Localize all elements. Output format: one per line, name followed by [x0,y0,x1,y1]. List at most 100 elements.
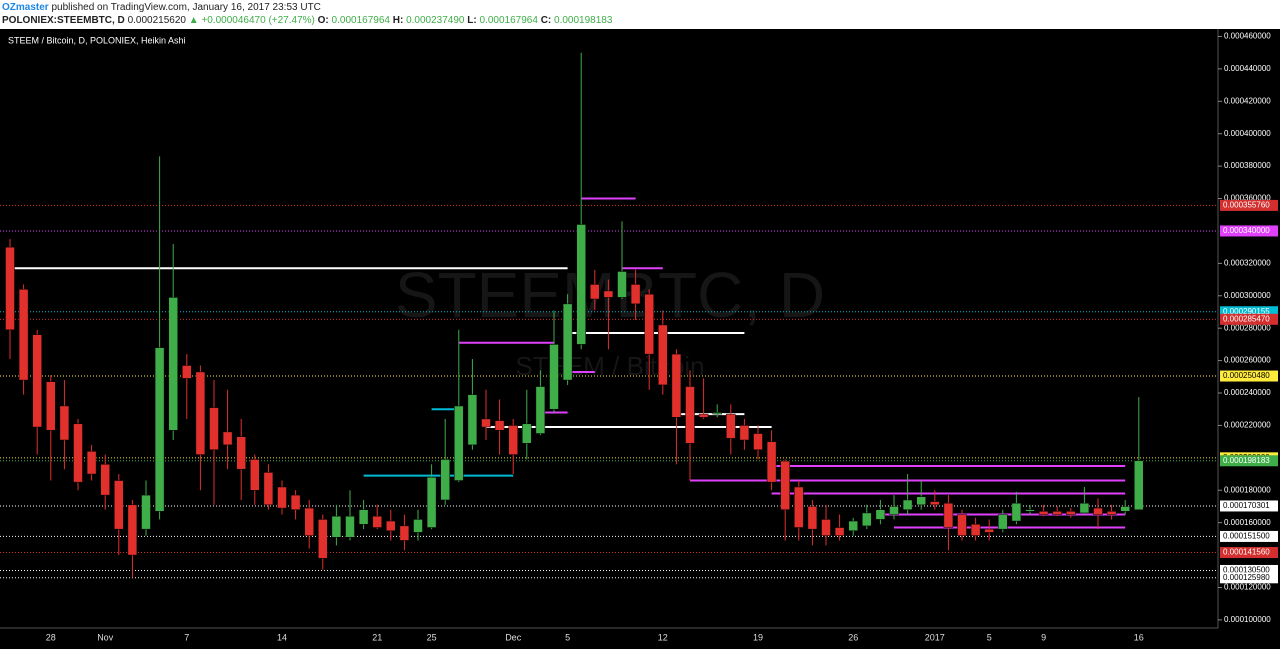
candle-body [1093,507,1103,515]
candle-body [562,303,573,381]
candle-body [630,284,641,305]
x-tick-label: 28 [46,632,56,642]
x-tick-label: 26 [848,632,858,642]
y-tick-label: 0.000320000 [1224,258,1271,267]
price-label-box [1220,313,1278,325]
field-value: 0.000237490 [406,15,465,26]
candle-body [549,344,559,410]
candle-body [698,413,709,418]
candle-body [671,353,682,418]
candle-body [114,480,124,530]
price-label: 0.000130500 [1223,566,1270,575]
candle-body [386,520,396,532]
candle-body [168,297,178,431]
candle-body [902,499,913,510]
candle-body [154,347,165,512]
y-tick-label: 0.000380000 [1224,161,1271,170]
candle-body [930,501,940,506]
price-label-box [1220,455,1278,467]
candle-body [535,386,546,434]
candle-body [753,433,763,450]
candle-body [1134,460,1144,511]
candle-body [345,515,355,538]
price-label: 0.000285470 [1223,314,1270,323]
candle-body [467,394,478,446]
field-value: 0.000167964 [331,15,390,26]
x-tick-label: 2017 [925,632,945,642]
price-label: 0.000290155 [1223,307,1270,316]
x-tick-label: 16 [1134,632,1144,642]
candle-body [86,451,97,475]
x-tick-label: 19 [753,632,763,642]
candle-body [481,418,491,428]
candle-body [318,519,328,559]
header-line-1: OZmaster published on TradingView.com, J… [2,1,1278,14]
price-label: 0.000250480 [1223,371,1270,380]
candle-body [290,494,301,510]
price-label-box [1220,306,1278,318]
y-tick-label: 0.000260000 [1224,356,1271,365]
y-tick-label: 0.000280000 [1224,323,1271,332]
candle-body [794,486,804,528]
chart-title: STEEM / Bitcoin, D, POLONIEX, Heikin Ash… [8,35,186,45]
field-label: O: [317,15,329,26]
x-tick-label: 14 [277,632,287,642]
x-tick-label: 21 [372,632,382,642]
price-label-box [1220,572,1278,584]
candle-body [739,425,750,441]
candle-body [46,381,56,431]
candle-body [685,386,695,444]
candle-body [195,371,206,455]
author[interactable]: OZmaster [2,2,49,13]
y-tick-label: 0.000420000 [1224,96,1271,105]
price-label: 0.000198183 [1223,456,1270,465]
candle-body [494,420,505,431]
candle-body [372,515,382,528]
last-price: 0.000215620 [127,15,186,26]
field-label: C: [540,15,552,26]
candle-body [454,405,464,481]
x-tick-label: 5 [987,632,992,642]
y-tick-label: 0.000160000 [1224,518,1271,527]
candle-body [522,423,532,444]
published: published on TradingView.com, January 16… [51,2,321,13]
candle-body [426,477,437,528]
price-label: 0.000151500 [1223,532,1270,541]
field-value: 0.000198183 [554,15,613,26]
x-tick-label: Dec [505,632,522,642]
x-tick-label: 7 [184,632,189,642]
candle-body [916,496,926,506]
candle-body [1025,509,1035,512]
field-label: L: [467,15,477,26]
price-label-box [1220,547,1278,559]
candle-body [766,441,777,483]
candle-body [1106,511,1117,515]
price-label: 0.000170301 [1223,501,1270,510]
candle-body [263,472,274,506]
candle-body [590,284,600,300]
price-label-box [1220,225,1278,237]
candle-body [141,494,151,530]
y-tick-label: 0.000120000 [1224,583,1271,592]
y-tick-label: 0.000240000 [1224,388,1271,397]
header-bg [0,0,1280,29]
candle-body [712,412,722,415]
candle-body [603,290,614,298]
candle-body [862,512,872,527]
candle-body [834,527,845,536]
candle-body [209,407,219,450]
candle-body [1120,506,1130,512]
candle-body [182,365,192,379]
x-tick-label: 9 [1041,632,1046,642]
candle-body [508,425,518,455]
price-label-box [1220,530,1278,542]
candle-body [277,486,287,509]
y-tick-label: 0.000180000 [1224,485,1271,494]
header-line-2: POLONIEX:STEEMBTC, D 0.000215620 ▲ +0.00… [2,14,1278,27]
candle-body [984,528,994,533]
candle-body [222,431,233,446]
x-tick-label: 12 [658,632,668,642]
y-tick-label: 0.000220000 [1224,421,1271,430]
